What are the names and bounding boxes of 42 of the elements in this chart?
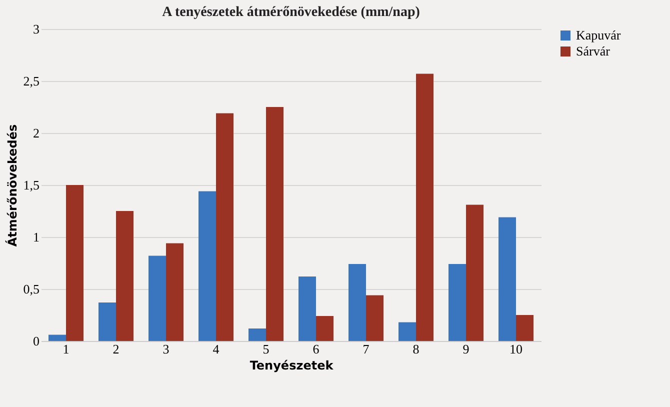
bar xyxy=(416,74,434,341)
bar xyxy=(348,264,366,341)
bar xyxy=(366,295,384,341)
bar xyxy=(498,217,516,341)
x-tick-label: 9 xyxy=(462,342,470,356)
y-tick-label: 1 xyxy=(33,230,40,244)
y-tick-label: 3 xyxy=(33,22,40,36)
bar xyxy=(198,191,216,341)
y-tick-label: 1,5 xyxy=(23,178,40,192)
x-tick-label: 10 xyxy=(510,342,522,356)
bar xyxy=(216,113,234,341)
bar xyxy=(398,322,416,341)
bar xyxy=(266,107,284,341)
bar xyxy=(66,185,84,341)
bar xyxy=(148,256,166,341)
x-axis-title: Tenyészetek xyxy=(250,358,334,372)
y-axis-title: Átmérőnövekedés xyxy=(4,124,20,247)
bar xyxy=(448,264,466,341)
bar xyxy=(116,211,134,341)
bar xyxy=(166,243,184,341)
y-tick-label: 0,5 xyxy=(23,282,40,296)
bar xyxy=(98,302,116,341)
y-tick-label: 2,5 xyxy=(23,74,40,88)
bar xyxy=(516,315,534,341)
legend-label: Kapuvár xyxy=(576,28,622,42)
x-tick-label: 2 xyxy=(112,342,120,356)
x-tick-label: 7 xyxy=(362,342,370,356)
bar xyxy=(48,334,66,341)
bar xyxy=(316,316,334,341)
x-tick-label: 3 xyxy=(162,342,170,356)
legend-label: Sárvár xyxy=(576,44,611,58)
x-tick-label: 1 xyxy=(62,342,70,356)
x-tick-label: 6 xyxy=(312,342,320,356)
x-tick-label: 8 xyxy=(412,342,420,356)
bar xyxy=(298,276,316,341)
bar xyxy=(466,204,484,341)
x-tick-label: 5 xyxy=(262,342,270,356)
chart-title: A tenyészetek átmérőnövekedése (mm/nap) xyxy=(162,5,420,20)
y-tick-label: 0 xyxy=(33,334,40,348)
bar xyxy=(248,328,266,341)
y-tick-label: 2 xyxy=(33,126,40,140)
x-tick-label: 4 xyxy=(212,342,220,356)
